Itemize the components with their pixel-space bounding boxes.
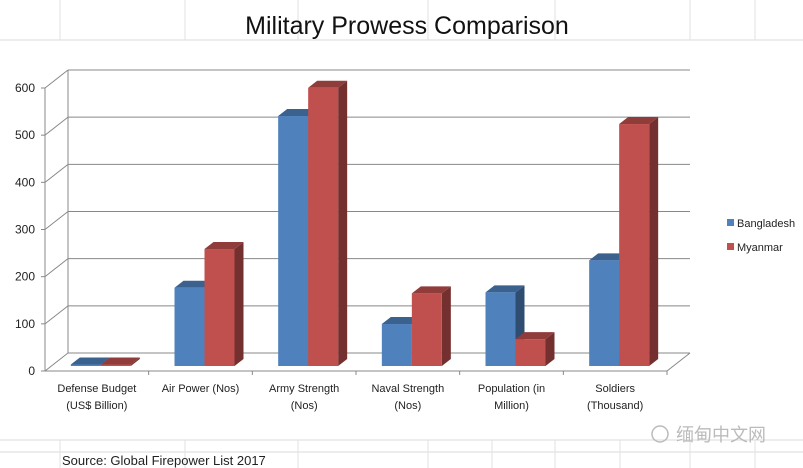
y-tick-label: 200: [15, 270, 35, 284]
bar-side: [545, 332, 555, 366]
bar-top: [204, 242, 244, 250]
bar-top: [174, 280, 214, 288]
bar-side: [649, 117, 659, 366]
category-label-line: Million): [494, 400, 529, 412]
bar-front: [204, 249, 235, 366]
bar-top: [308, 80, 348, 88]
category-label: Army Strength (Nos): [269, 383, 339, 412]
bar-myanmar: [100, 357, 140, 366]
bar-myanmar: [515, 332, 555, 366]
bar-front: [411, 293, 442, 366]
bar-front: [381, 324, 412, 366]
y-tick-label: 600: [15, 81, 35, 95]
bar-front: [174, 287, 205, 366]
bar-front: [100, 364, 131, 366]
category-labels: Defense Budget (US$ Billion) Air Power (No…: [57, 383, 643, 412]
bar-side: [441, 286, 451, 366]
y-tick-label: 500: [15, 128, 35, 142]
bar-top: [589, 253, 629, 261]
category-label: Air Power (Nos): [162, 383, 240, 395]
gridline-diagonal: [44, 116, 69, 136]
category-label: Soldiers (Thousand): [587, 383, 643, 412]
category-label-line: (US$ Billion): [66, 400, 127, 412]
bar-front: [485, 292, 516, 366]
wechat-icon: [651, 425, 669, 443]
bar-front: [278, 116, 309, 367]
gridline-diagonal: [44, 69, 69, 89]
gridline-diagonal: [44, 305, 69, 325]
category-label-line: (Thousand): [587, 400, 643, 412]
category-label-line: Air Power (Nos): [162, 383, 240, 395]
bar-myanmar: [308, 80, 348, 366]
legend-swatch: [727, 219, 734, 226]
legend: Bangladesh Myanmar: [727, 218, 795, 254]
bar-front: [308, 87, 339, 366]
bars: [70, 80, 659, 367]
bar-myanmar: [411, 286, 451, 366]
bar-top: [381, 317, 421, 325]
bar-myanmar: [204, 242, 244, 366]
bar-front: [70, 364, 101, 366]
bar-top: [70, 357, 110, 365]
gridline-diagonal: [44, 211, 69, 230]
chart-title: Military Prowess Comparison: [245, 12, 569, 40]
bar-top: [100, 357, 140, 365]
category-label-line: (Nos): [291, 400, 318, 412]
category-label-line: Naval Strength: [371, 383, 444, 395]
legend-swatch: [727, 243, 734, 250]
bar-top: [411, 286, 451, 294]
y-tick-label: 0: [28, 364, 35, 378]
bar-side: [234, 242, 244, 366]
category-label-line: Soldiers: [595, 383, 635, 395]
category-label-line: (Nos): [394, 400, 421, 412]
bar-front: [589, 260, 620, 366]
source-note: Source: Global Firepower List 2017: [62, 453, 266, 468]
category-label: Naval Strength (Nos): [371, 383, 444, 412]
gridline-diagonal: [44, 163, 69, 183]
gridline-diagonal: [44, 258, 69, 278]
category-label-line: Army Strength: [269, 383, 339, 395]
legend-label: Bangladesh: [737, 218, 795, 230]
category-label: Population (in Million): [478, 383, 545, 412]
bar-myanmar: [619, 117, 659, 366]
legend-label: Myanmar: [737, 242, 783, 254]
category-label: Defense Budget (US$ Billion): [57, 383, 136, 412]
axes: 0 100 200 300 400 500 600: [15, 69, 691, 378]
bar-front: [515, 339, 546, 366]
y-tick-label: 400: [15, 175, 35, 189]
category-label-line: Defense Budget: [57, 383, 136, 395]
bar-top: [485, 285, 525, 293]
bar-side: [130, 357, 140, 366]
bar-top: [515, 332, 555, 340]
y-tick-label: 300: [15, 223, 35, 237]
category-label-line: Population (in: [478, 383, 545, 395]
y-tick-label: 100: [15, 317, 35, 331]
bar-top: [278, 109, 318, 117]
bar-top: [619, 117, 659, 125]
watermark-text: 缅甸中文网: [676, 425, 766, 445]
bar-side: [338, 80, 348, 366]
bar-front: [619, 124, 650, 366]
gridline-diagonal: [44, 352, 69, 372]
watermark: 缅甸中文网: [651, 425, 766, 445]
floor-edge: [666, 352, 691, 372]
